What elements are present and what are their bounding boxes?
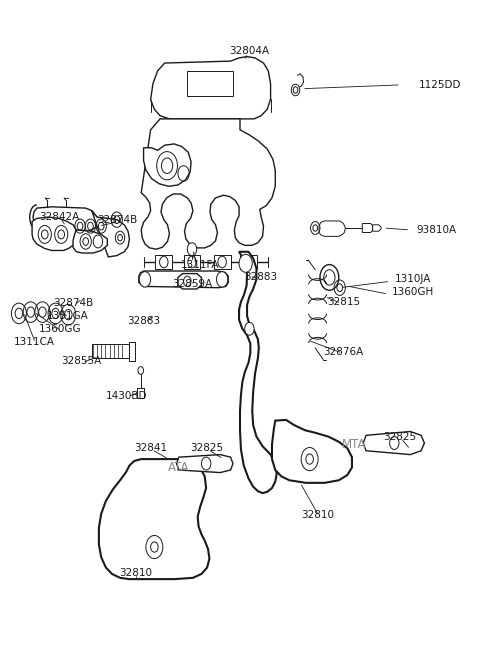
Polygon shape [151, 56, 271, 119]
Text: 32883: 32883 [127, 316, 160, 326]
Polygon shape [99, 459, 209, 579]
Text: 32874B: 32874B [97, 215, 138, 225]
Text: 32825: 32825 [191, 443, 224, 453]
Text: 1311CA: 1311CA [13, 337, 54, 346]
Polygon shape [319, 221, 346, 236]
Polygon shape [141, 119, 275, 249]
Bar [183, 255, 201, 269]
Bar [214, 255, 230, 269]
Circle shape [216, 272, 228, 287]
Text: 32874B: 32874B [53, 298, 93, 308]
Text: 32876A: 32876A [324, 347, 364, 357]
Circle shape [244, 256, 252, 268]
Circle shape [245, 322, 254, 335]
Circle shape [291, 84, 300, 96]
Circle shape [390, 437, 399, 449]
Polygon shape [239, 252, 276, 493]
Circle shape [146, 536, 163, 559]
Circle shape [202, 457, 211, 470]
Text: 32841: 32841 [134, 443, 167, 453]
Text: 32842A: 32842A [39, 212, 79, 222]
Bar [137, 388, 144, 398]
Text: 93810A: 93810A [416, 225, 456, 235]
Circle shape [301, 447, 318, 471]
Polygon shape [363, 432, 424, 455]
Text: 1360GG: 1360GG [39, 324, 82, 334]
Text: 1311FA: 1311FA [181, 259, 219, 270]
Polygon shape [73, 230, 108, 253]
Polygon shape [139, 271, 228, 288]
Polygon shape [372, 225, 381, 231]
Bar [156, 255, 172, 269]
Text: 32855A: 32855A [61, 356, 101, 366]
Polygon shape [177, 455, 233, 472]
Text: ATA: ATA [168, 461, 190, 474]
Text: 1360GH: 1360GH [392, 287, 434, 297]
Circle shape [187, 243, 197, 255]
Circle shape [138, 367, 144, 375]
Polygon shape [32, 217, 78, 250]
Text: MTA: MTA [342, 438, 366, 451]
Text: 32804A: 32804A [229, 47, 269, 56]
Text: 32859A: 32859A [172, 279, 212, 289]
Bar [240, 255, 257, 269]
Circle shape [159, 256, 168, 268]
Circle shape [218, 256, 227, 268]
Polygon shape [33, 207, 98, 233]
Text: 1125DD: 1125DD [419, 80, 461, 90]
Text: 1351GA: 1351GA [47, 311, 88, 321]
Text: 32883: 32883 [245, 272, 278, 282]
Polygon shape [92, 211, 130, 257]
Text: 32810: 32810 [301, 510, 334, 520]
Polygon shape [362, 223, 372, 233]
Text: 32810: 32810 [119, 568, 152, 578]
Text: 1430BD: 1430BD [106, 390, 147, 401]
Circle shape [139, 272, 151, 287]
Circle shape [239, 254, 252, 272]
Circle shape [188, 256, 196, 268]
Polygon shape [144, 144, 191, 186]
Polygon shape [272, 420, 352, 483]
Bar [92, 344, 129, 358]
Bar [187, 71, 233, 96]
Bar [129, 342, 135, 361]
Text: 32825: 32825 [384, 432, 417, 441]
Polygon shape [178, 274, 202, 289]
Text: 32815: 32815 [327, 297, 360, 307]
Text: 1310JA: 1310JA [395, 274, 432, 284]
